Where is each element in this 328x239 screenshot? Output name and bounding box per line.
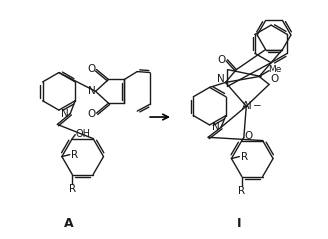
Text: N: N [212, 122, 220, 132]
Text: O: O [270, 75, 278, 84]
Text: R: R [238, 186, 245, 196]
Text: −: − [253, 101, 261, 111]
Text: Me: Me [268, 65, 282, 74]
Text: R: R [69, 184, 76, 194]
Text: I: I [237, 217, 242, 230]
Text: O: O [88, 109, 96, 119]
Text: Al: Al [242, 101, 253, 111]
Text: OH: OH [76, 129, 91, 139]
Text: N: N [88, 86, 95, 96]
Text: N: N [61, 109, 69, 119]
Text: N: N [216, 75, 224, 84]
Text: R: R [71, 150, 78, 160]
Text: O: O [217, 55, 226, 65]
Text: O: O [88, 64, 96, 74]
Text: O: O [245, 131, 253, 141]
Text: R: R [241, 152, 248, 162]
Text: A: A [64, 217, 73, 230]
